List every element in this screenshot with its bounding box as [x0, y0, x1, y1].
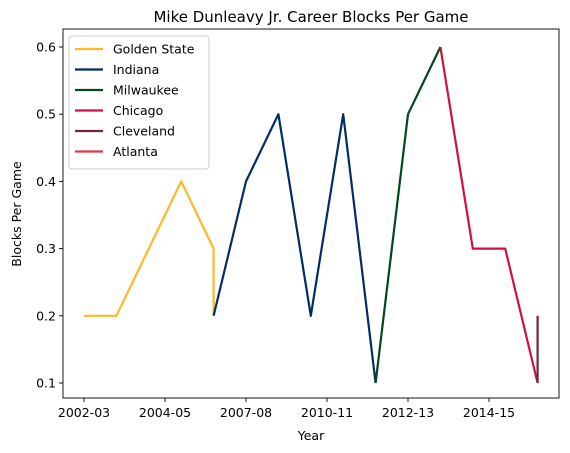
series-line-chicago [439, 46, 539, 384]
x-tick-label: 2010-11 [301, 405, 353, 420]
chart-title: Mike Dunleavy Jr. Career Blocks Per Game [153, 8, 468, 26]
y-axis-label: Blocks Per Game [9, 161, 24, 267]
legend-label-golden-state: Golden State [113, 42, 195, 57]
x-axis: 2002-03 2004-05 2007-08 2010-11 2012-13 2014-… [58, 398, 515, 420]
y-tick-label: 0.2 [36, 308, 56, 323]
legend-label-indiana: Indiana [113, 62, 159, 77]
legend-label-atlanta: Atlanta [113, 144, 158, 159]
x-tick-label: 2007-08 [220, 405, 272, 420]
legend-label-milwaukee: Milwaukee [113, 83, 179, 98]
y-tick-label: 0.5 [36, 107, 56, 122]
x-tick-label: 2004-05 [139, 405, 191, 420]
plot-lines [84, 46, 539, 384]
series-line-golden-state [84, 180, 215, 317]
legend-label-chicago: Chicago [113, 103, 163, 118]
plot-frame [62, 28, 560, 399]
x-tick-label: 2002-03 [58, 405, 110, 420]
y-tick-label: 0.4 [36, 174, 56, 189]
legend: Golden State Indiana Milwaukee Chicago Cleve… [68, 35, 210, 170]
y-tick-label: 0.6 [36, 40, 56, 55]
x-tick-label: 2014-15 [463, 405, 515, 420]
legend-label-cleveland: Cleveland [113, 124, 175, 139]
series-line-milwaukee [374, 46, 442, 384]
x-axis-label: Year [297, 428, 325, 443]
legend-box [68, 35, 210, 170]
y-tick-label: 0.3 [36, 241, 56, 256]
series-line-indiana [212, 113, 377, 384]
y-axis: 0.1 0.2 0.3 0.4 0.5 0.6 [36, 40, 63, 391]
x-tick-label: 2012-13 [382, 405, 434, 420]
y-tick-label: 0.1 [36, 376, 56, 391]
